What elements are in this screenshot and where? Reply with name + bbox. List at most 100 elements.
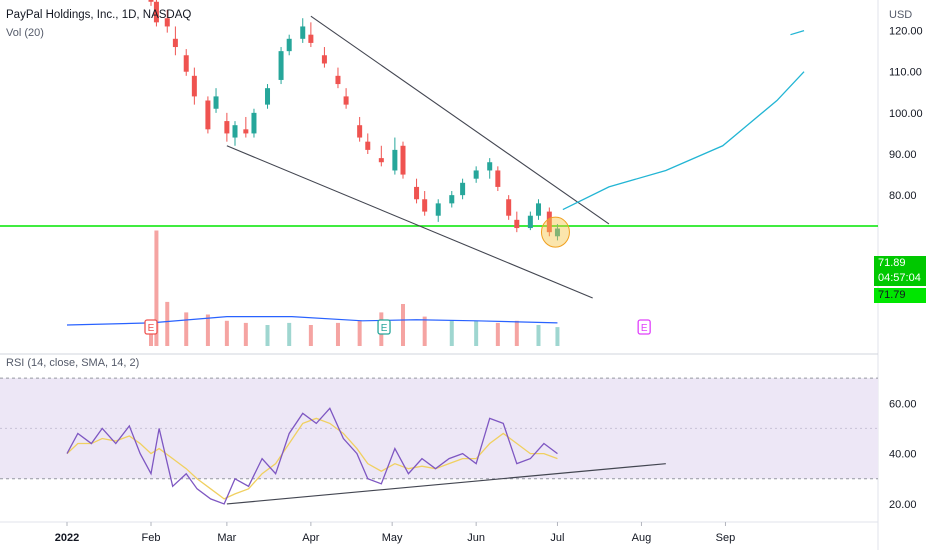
axes: 120.00110.00100.0090.0080.0060.0060.0040… (55, 26, 923, 544)
projection-tail[interactable] (790, 29, 805, 36)
volume-bar (335, 322, 340, 346)
time-tick-label: Mar (217, 532, 236, 544)
earnings-marker-label: E (381, 323, 388, 334)
rsi-tick-label: 40.00 (889, 449, 917, 461)
candle-body (286, 38, 292, 52)
candle-body (205, 100, 211, 130)
volume-bar (265, 325, 270, 346)
volume-bar (555, 327, 560, 346)
earnings-marker-label: E (641, 323, 648, 334)
time-tick-label: Aug (632, 532, 652, 544)
support-trend-line[interactable] (226, 145, 593, 299)
candle-body (251, 112, 257, 134)
earnings-marker-box[interactable] (637, 319, 651, 335)
candle-body (357, 125, 363, 138)
volume-bar (495, 322, 500, 346)
candle-body (148, 0, 154, 2)
projection-path[interactable] (562, 71, 805, 211)
volume-bar (184, 312, 189, 346)
candle-body (506, 199, 512, 216)
rsi-trend-line[interactable] (226, 463, 666, 505)
candle-body (527, 215, 533, 229)
volume-bar (514, 320, 519, 346)
volume-bar (165, 301, 170, 346)
candle-body (400, 145, 406, 175)
volume-bar (154, 230, 159, 346)
volume-bar (449, 320, 454, 346)
earnings-marker-box[interactable] (377, 319, 391, 335)
time-tick-label: Jul (550, 532, 564, 544)
rsi-legend[interactable]: RSI (14, close, SMA, 14, 2) (6, 357, 140, 369)
candle-body (335, 75, 341, 85)
volume-bar (287, 322, 292, 346)
volume-bar (536, 325, 541, 346)
candle-body (495, 170, 501, 187)
candle-body (224, 121, 230, 134)
rsi-ma-line (66, 417, 558, 500)
candle-body (265, 88, 271, 105)
candle-body (243, 129, 249, 134)
candle-body (321, 55, 327, 64)
volume-bar (474, 320, 479, 346)
candle-body (546, 211, 552, 233)
last-price-badge: 71.89 (874, 256, 926, 271)
volume-bar (224, 320, 229, 346)
candle-body (487, 162, 493, 171)
candle-body (213, 96, 219, 109)
candle-body (308, 34, 314, 43)
candle-body (514, 219, 520, 229)
candle-body (378, 158, 384, 163)
rsi-line (66, 407, 558, 505)
price-tick-label: 100.00 (889, 108, 923, 120)
rsi-pane (0, 377, 878, 505)
time-tick-label: Feb (142, 532, 161, 544)
countdown-badge: 04:57:04 (874, 271, 926, 286)
volume-bar (422, 316, 427, 346)
volume-bar (308, 325, 313, 346)
price-tick-label: 90.00 (889, 149, 917, 161)
candle-body (435, 203, 441, 216)
earnings-marker[interactable]: E (144, 319, 158, 335)
candle-body (232, 125, 238, 138)
candle-body (172, 38, 178, 48)
volume-bar (243, 322, 248, 346)
volume-legend[interactable]: Vol (20) (6, 27, 44, 39)
candle-body (191, 75, 197, 97)
time-tick-label: Apr (302, 532, 319, 544)
marker-price-badge: 71.79 (874, 288, 926, 303)
candle-body (343, 96, 349, 105)
earnings-marker-box[interactable] (144, 319, 158, 335)
currency-label: USD (889, 9, 913, 21)
resistance-trend-line[interactable] (310, 15, 610, 225)
rsi-tick-label: 60.00 (889, 398, 917, 410)
candle-body (554, 228, 560, 237)
candle-body (449, 195, 455, 204)
candle-body (278, 51, 284, 80)
price-tick-label: 80.00 (889, 190, 917, 202)
highlight-circle[interactable] (540, 216, 570, 248)
price-tick-label: 120.00 (889, 26, 923, 38)
time-tick-label: May (382, 532, 403, 544)
earnings-marker-label: E (148, 323, 155, 334)
time-tick-label: Jun (467, 532, 485, 544)
price-pane (0, 0, 878, 299)
candle-body (422, 199, 428, 212)
volume-bar (401, 304, 405, 346)
time-tick-label: Sep (716, 532, 736, 544)
candle-body (164, 18, 170, 27)
symbol-legend[interactable]: PayPal Holdings, Inc., 1D, NASDAQ (6, 9, 192, 21)
volume-bar (205, 314, 210, 346)
earnings-marker[interactable]: E (637, 319, 651, 335)
rsi-tick-label: 20.00 (889, 499, 917, 511)
candle-body (183, 55, 189, 72)
volume-bar (357, 320, 362, 346)
volume-ma-line (66, 316, 558, 326)
candle-body (535, 203, 541, 216)
candle-body (365, 141, 371, 150)
candle-body (460, 182, 466, 196)
earnings-marker[interactable]: E (377, 319, 391, 335)
time-tick-label: 2022 (55, 532, 79, 544)
